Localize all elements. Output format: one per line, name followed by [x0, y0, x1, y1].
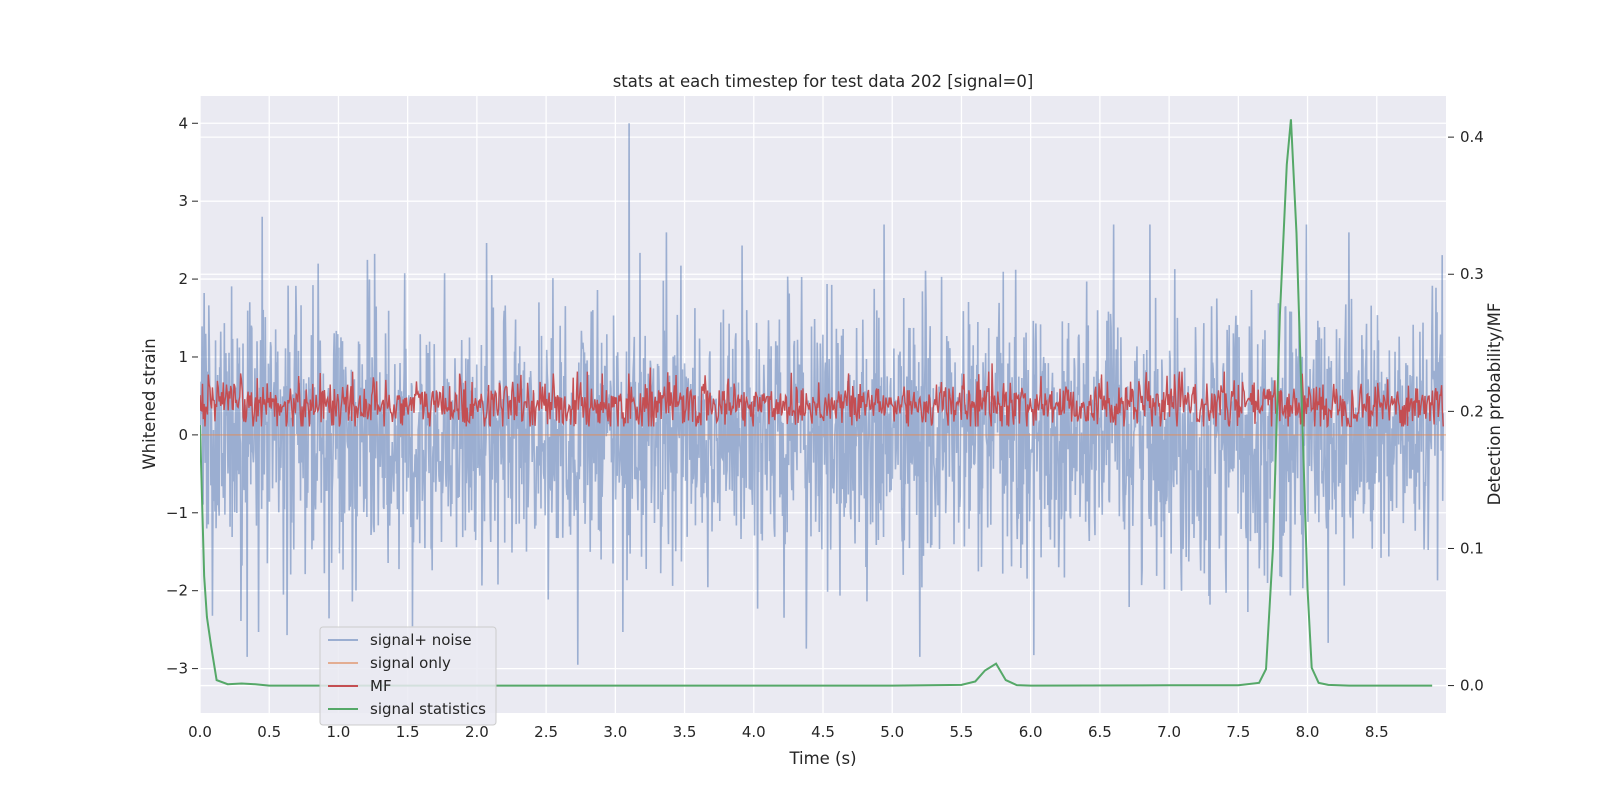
- y2-tick-label: 0.3: [1460, 265, 1484, 283]
- y2-tick-label: 0.1: [1460, 539, 1484, 557]
- y-tick-label: 4: [178, 114, 188, 132]
- x-tick-label: 5.5: [950, 723, 974, 741]
- x-tick-label: 4.0: [742, 723, 766, 741]
- y-tick-label: −3: [166, 660, 188, 678]
- legend-box: [319, 626, 497, 726]
- x-tick-label: 3.5: [673, 723, 697, 741]
- y-tick-label: 2: [178, 270, 188, 288]
- y2-tick-label: 0.2: [1460, 402, 1484, 420]
- x-tick-label: 6.0: [1019, 723, 1043, 741]
- y2-tick-label: 0.0: [1460, 677, 1484, 695]
- x-tick-label: 1.0: [327, 723, 351, 741]
- x-tick-label: 8.5: [1365, 723, 1389, 741]
- tick-labels: 0.0 0.5 1.0 1.5 2.0 2.5 3.0 3.5 4.0 4.5 5.0 5.5 6.0 6…: [166, 114, 1484, 741]
- legend: signal+ noise signal only MF signal stat…: [319, 626, 497, 726]
- chart-title: stats at each timestep for test data 202…: [613, 72, 1034, 91]
- y-tick-label: −2: [166, 582, 188, 600]
- x-tick-label: 4.5: [811, 723, 835, 741]
- y2-tick-label: 0.4: [1460, 128, 1484, 146]
- legend-label-mf: MF: [370, 677, 392, 695]
- series-line-signal-noise: [200, 123, 1445, 665]
- x-tick-label: 0.0: [188, 723, 212, 741]
- x-tick-label: 5.0: [880, 723, 904, 741]
- x-tick-label: 0.5: [257, 723, 281, 741]
- x-tick-label: 2.0: [465, 723, 489, 741]
- x-tick-label: 2.5: [534, 723, 558, 741]
- x-axis-title: Time (s): [788, 749, 856, 768]
- legend-label-signal-noise: signal+ noise: [370, 631, 472, 649]
- y-tick-label: 3: [178, 192, 188, 210]
- x-tick-label: 3.0: [603, 723, 627, 741]
- x-tick-label: 8.0: [1296, 723, 1320, 741]
- x-tick-label: 7.0: [1157, 723, 1181, 741]
- y-tick-label: 1: [178, 348, 188, 366]
- y-axis-title: Whitened strain: [140, 338, 159, 469]
- legend-label-signal-statistics: signal statistics: [370, 700, 486, 718]
- y-tick-label: 0: [178, 426, 188, 444]
- series-layer: [200, 119, 1446, 687]
- series-line-mf: [200, 363, 1444, 429]
- y-tick-label: −1: [166, 504, 188, 522]
- x-tick-label: 1.5: [396, 723, 420, 741]
- y2-axis-title: Detection probability/MF: [1485, 303, 1504, 506]
- x-tick-label: 7.5: [1226, 723, 1250, 741]
- series-line-signal-statistics: [200, 119, 1433, 687]
- x-tick-label: 6.5: [1088, 723, 1112, 741]
- legend-label-signal-only: signal only: [370, 654, 451, 672]
